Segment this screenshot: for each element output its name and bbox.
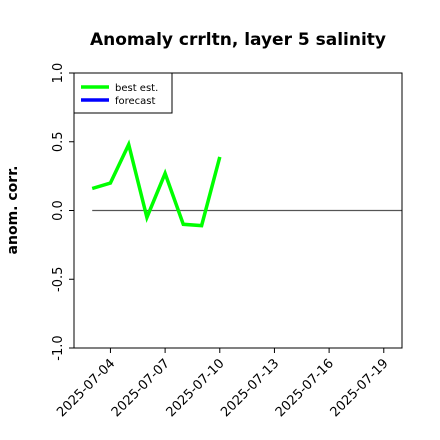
y-tick-label: -0.5	[51, 267, 66, 292]
legend-label-0: best est.	[115, 83, 158, 94]
axes: -1.0-0.50.00.51.02025-07-042025-07-07202…	[51, 63, 403, 420]
plot-area	[91, 139, 402, 228]
y-tick-label: 0.5	[51, 131, 66, 152]
chart-title: Anomaly crrltn, layer 5 salinity	[90, 30, 386, 50]
x-tick-label: 2025-07-19	[328, 356, 392, 420]
y-tick-label: -1.0	[51, 335, 66, 360]
series-line-0	[91, 139, 222, 228]
legend: best est. forecast	[73, 72, 173, 114]
y-axis-label: anom. corr.	[5, 166, 21, 255]
y-tick-label: 0.0	[51, 200, 66, 221]
legend-box	[73, 72, 173, 114]
legend-label-1: forecast	[115, 96, 156, 107]
y-tick-label: 1.0	[51, 63, 66, 84]
